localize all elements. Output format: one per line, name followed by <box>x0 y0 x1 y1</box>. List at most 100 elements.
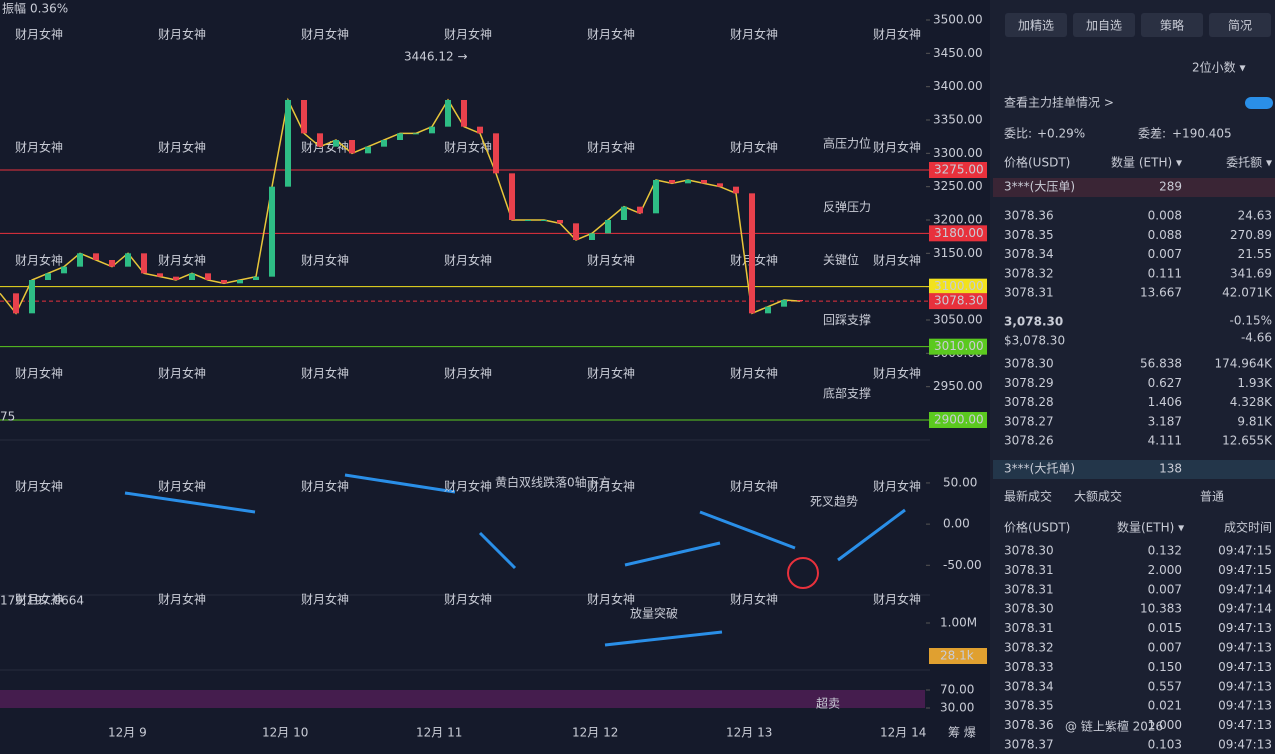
panel-bg <box>990 0 1275 754</box>
order-cell: 12.655K <box>1222 434 1273 448</box>
trade-cell: 3078.34 <box>1004 679 1054 693</box>
button[interactable] <box>1141 13 1203 37</box>
watermark: 财月女神 <box>158 140 206 155</box>
candle <box>61 266 67 274</box>
level-note: 关键位 <box>823 252 859 267</box>
trade-cell: 3078.35 <box>1004 699 1054 713</box>
label: 筹 爆 <box>948 726 976 740</box>
watermark: 财月女神 <box>730 366 778 381</box>
watermark: 财月女神 <box>873 140 921 155</box>
watermark: 财月女神 <box>873 479 921 494</box>
chart-bg <box>0 0 990 754</box>
order-cell: 3078.36 <box>1004 209 1054 223</box>
label: 2位小数 ▾ <box>1192 60 1245 75</box>
candle <box>221 280 227 284</box>
toggle[interactable] <box>1245 97 1273 109</box>
label: 28.1k <box>940 649 974 663</box>
button-label: 加自选 <box>1086 19 1122 33</box>
trade-cell: 3078.31 <box>1004 621 1054 635</box>
label: 75 <box>0 410 15 424</box>
trade-cell: 09:47:13 <box>1218 641 1272 655</box>
candle <box>269 186 275 277</box>
candle <box>557 220 563 224</box>
candle <box>653 180 659 214</box>
column-header: 价格(USDT) <box>1004 155 1070 170</box>
level-badge <box>929 278 987 295</box>
level-label: 3180.00 <box>934 226 984 240</box>
tab: 普通 <box>1200 490 1224 504</box>
level-badge <box>929 162 987 178</box>
big-order <box>993 178 1275 197</box>
column-header: 成交时间 <box>1224 520 1272 535</box>
label: 0.36% <box>30 2 68 16</box>
button-label: 简况 <box>1228 19 1252 33</box>
label: 3446.12 → <box>404 50 468 64</box>
candle <box>397 133 403 140</box>
order-cell: 174.964K <box>1215 357 1274 371</box>
candle <box>461 100 467 127</box>
trade-cell: 3078.31 <box>1004 582 1054 596</box>
watermark: 财月女神 <box>15 253 63 268</box>
watermark: 财月女神 <box>730 592 778 607</box>
order-cell: 1.406 <box>1148 395 1182 409</box>
y-tick-label: 3200.00 <box>933 213 983 227</box>
candle <box>637 206 643 214</box>
watermark: 财月女神 <box>444 140 492 155</box>
label: $3,078.30 <box>1004 334 1065 348</box>
watermark: 财月女神 <box>444 27 492 42</box>
label: +0.29% <box>1037 127 1085 141</box>
level-badge <box>929 225 987 242</box>
y-tick-label: 3500.00 <box>933 13 983 27</box>
level-label: 3100.00 <box>934 279 984 293</box>
trade-cell: 0.015 <box>1148 621 1182 635</box>
candle <box>541 220 547 221</box>
rsi-band <box>0 690 925 708</box>
watermark: 财月女神 <box>587 140 635 155</box>
candle <box>589 233 595 240</box>
watermark: 财月女神 <box>15 479 63 494</box>
candle <box>669 180 675 184</box>
watermark: 财月女神 <box>15 592 63 607</box>
trade-cell: 09:47:14 <box>1218 602 1272 616</box>
watermark: 财月女神 <box>301 253 349 268</box>
candle <box>717 183 723 187</box>
order-cell: 0.111 <box>1148 266 1182 280</box>
button[interactable] <box>1073 13 1135 37</box>
trade-cell: 3078.32 <box>1004 641 1054 655</box>
arrows <box>124 473 906 647</box>
label: 委差: <box>1138 127 1166 141</box>
trade-cell: 3078.30 <box>1004 544 1054 558</box>
label: -0.15% <box>1230 314 1272 328</box>
big-order <box>993 460 1275 479</box>
candle <box>349 140 355 154</box>
watermark: 财月女神 <box>158 479 206 494</box>
candle <box>333 140 339 147</box>
x-tick-label: 12月 12 <box>572 726 618 740</box>
trade-cell: 2.000 <box>1148 563 1182 577</box>
level-label: 3078.30 <box>934 294 984 308</box>
cross-mark <box>787 557 819 589</box>
candle <box>109 260 115 267</box>
watermark: 财月女神 <box>730 27 778 42</box>
watermark: 财月女神 <box>587 27 635 42</box>
watermark: 财月女神 <box>301 27 349 42</box>
watermark: 财月女神 <box>587 592 635 607</box>
watermark: 财月女神 <box>730 140 778 155</box>
watermark: 财月女神 <box>444 479 492 494</box>
candle <box>477 126 483 134</box>
y-tick-label: 2950.00 <box>933 379 983 393</box>
candle <box>317 133 323 147</box>
label: 179,197.0664 <box>0 594 84 608</box>
button[interactable] <box>1209 13 1271 37</box>
y-tick-label: 30.00 <box>940 701 974 715</box>
button[interactable] <box>1005 13 1067 37</box>
order-cell: 0.007 <box>1148 247 1182 261</box>
candle <box>749 193 755 314</box>
trade-cell: 3078.33 <box>1004 660 1054 674</box>
candle <box>797 300 803 302</box>
watermark: 财月女神 <box>873 27 921 42</box>
watermark: 财月女神 <box>158 366 206 381</box>
trade-cell: 3078.31 <box>1004 563 1054 577</box>
order-cell: 3078.32 <box>1004 266 1054 280</box>
candle <box>429 126 435 134</box>
